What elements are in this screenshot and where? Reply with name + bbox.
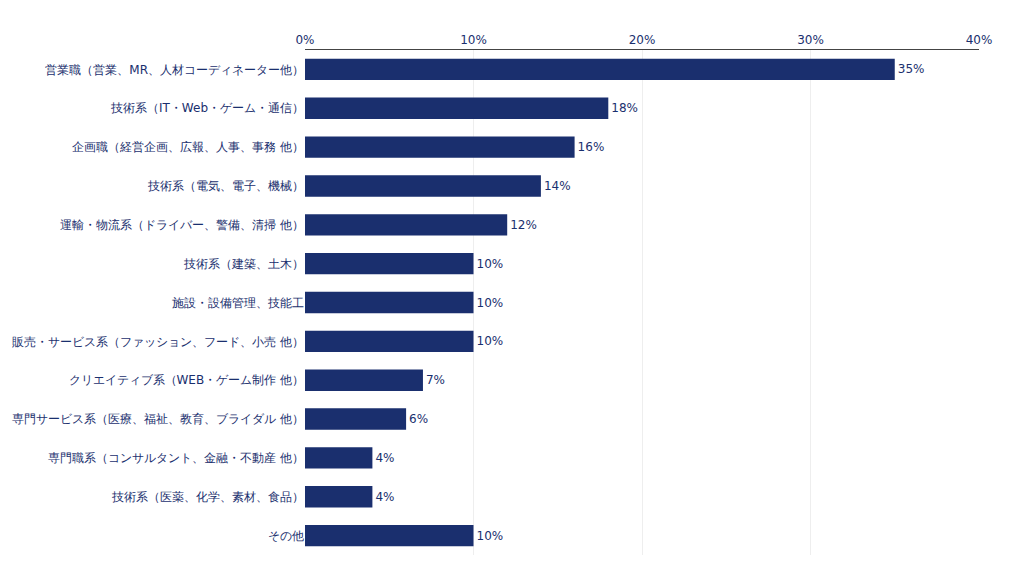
svg-text:12%: 12% [510, 218, 537, 232]
svg-text:営業職（営業、MR、人材コーディネーター他）: 営業職（営業、MR、人材コーディネーター他） [45, 63, 304, 77]
svg-text:4%: 4% [375, 490, 394, 504]
svg-text:施設・設備管理、技能工: 施設・設備管理、技能工 [172, 296, 304, 310]
svg-text:10%: 10% [460, 33, 487, 47]
svg-text:その他: その他 [268, 529, 304, 543]
svg-text:企画職（経営企画、広報、人事、事務 他）: 企画職（経営企画、広報、人事、事務 他） [72, 140, 304, 154]
svg-text:14%: 14% [544, 179, 571, 193]
svg-text:40%: 40% [966, 33, 993, 47]
svg-text:30%: 30% [797, 33, 824, 47]
svg-text:6%: 6% [409, 412, 428, 426]
svg-text:技術系（電気、電子、機械）: 技術系（電気、電子、機械） [147, 179, 304, 193]
svg-text:4%: 4% [375, 451, 394, 465]
svg-text:技術系（医薬、化学、素材、食品）: 技術系（医薬、化学、素材、食品） [111, 490, 304, 504]
svg-text:技術系（IT・Web・ゲーム・通信）: 技術系（IT・Web・ゲーム・通信） [110, 101, 304, 115]
svg-text:20%: 20% [629, 33, 656, 47]
svg-text:10%: 10% [477, 529, 504, 543]
svg-text:35%: 35% [898, 62, 925, 76]
svg-text:運輸・物流系（ドライバー、警備、清掃 他）: 運輸・物流系（ドライバー、警備、清掃 他） [60, 218, 304, 232]
svg-text:クリエイティブ系（WEB・ゲーム制作 他）: クリエイティブ系（WEB・ゲーム制作 他） [69, 373, 305, 387]
svg-text:7%: 7% [426, 373, 445, 387]
svg-text:専門サービス系（医療、福祉、教育、ブライダル 他）: 専門サービス系（医療、福祉、教育、ブライダル 他） [12, 412, 304, 426]
svg-text:0%: 0% [295, 33, 314, 47]
svg-text:技術系（建築、土木）: 技術系（建築、土木） [183, 257, 304, 271]
svg-text:10%: 10% [477, 296, 504, 310]
svg-text:販売・サービス系（ファッション、フード、小売 他）: 販売・サービス系（ファッション、フード、小売 他） [12, 335, 304, 349]
svg-text:16%: 16% [578, 140, 605, 154]
svg-text:10%: 10% [477, 334, 504, 348]
svg-text:専門職系（コンサルタント、金融・不動産 他）: 専門職系（コンサルタント、金融・不動産 他） [48, 451, 304, 465]
svg-text:18%: 18% [611, 101, 638, 115]
svg-text:10%: 10% [477, 257, 504, 271]
